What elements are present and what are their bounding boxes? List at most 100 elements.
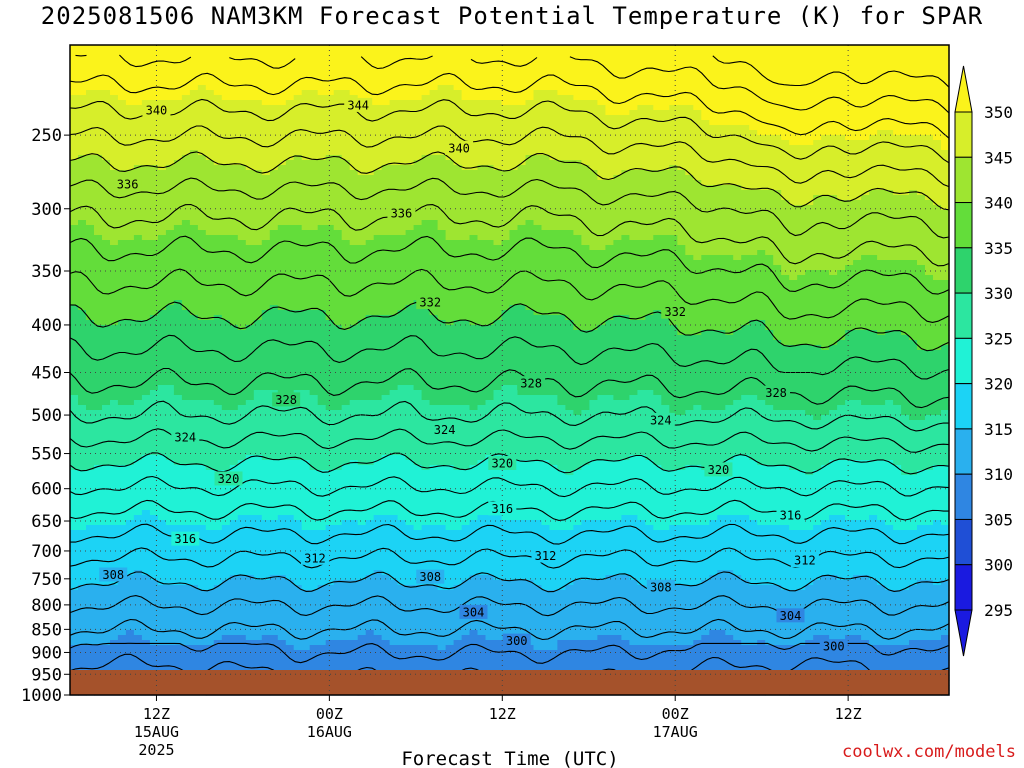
contour-line-314 xyxy=(70,523,950,545)
chart-title: 2025081506 NAM3KM Forecast Potential Tem… xyxy=(40,2,984,30)
y-tick-label: 250 xyxy=(31,126,62,146)
x-tick-label: 16AUG xyxy=(307,723,352,741)
y-tick-label: 350 xyxy=(31,262,62,282)
contour-label: 336 xyxy=(117,177,139,191)
colorbar-swatch xyxy=(954,383,973,430)
x-tick-label: 12Z xyxy=(489,705,516,723)
colorbar-tick-label: 295 xyxy=(984,601,1013,620)
x-tick-label: 12Z xyxy=(143,705,170,723)
colorbar-tick-label: 330 xyxy=(984,284,1013,303)
isentrope-contours xyxy=(69,54,950,691)
colorbar-tick-label: 310 xyxy=(984,465,1013,484)
colorbar-tick-label: 315 xyxy=(984,420,1013,439)
contour-line-330 xyxy=(69,301,950,352)
colorbar-extend-top xyxy=(954,65,973,113)
contour-line-344 xyxy=(69,98,950,164)
contour-line-340 xyxy=(69,151,950,211)
contour-line-322 xyxy=(69,428,950,453)
y-tick-label: 900 xyxy=(31,643,62,663)
contour-line-304 xyxy=(69,642,950,664)
contour-line-332 xyxy=(69,268,950,323)
y-tick-label: 600 xyxy=(31,480,62,500)
colorbar-swatch xyxy=(954,518,973,566)
y-tick-label: 550 xyxy=(31,445,62,465)
contour-line-342 xyxy=(69,125,950,188)
colorbar-tick-label: 305 xyxy=(984,510,1013,529)
contour-label: 304 xyxy=(463,605,485,619)
colorbar-tick-label: 350 xyxy=(984,103,1013,122)
contour-label: 316 xyxy=(780,508,802,522)
colorbar: 350 345 340 335 330 325 320 315 310 305 300 295 xyxy=(954,65,1013,657)
colorbar-swatch xyxy=(954,247,973,294)
contour-label: 332 xyxy=(419,296,441,310)
y-tick-label: 500 xyxy=(31,406,62,426)
colorbar-tick-label: 300 xyxy=(984,556,1013,575)
contour-label: 340 xyxy=(146,104,168,118)
contour-line-348 xyxy=(75,54,950,114)
contour-line-328 xyxy=(69,334,950,380)
colorbar-swatch xyxy=(954,473,973,520)
x-tick-label: 17AUG xyxy=(653,723,698,741)
contour-label: 300 xyxy=(506,634,528,648)
contour-label: 344 xyxy=(347,98,369,112)
contour-label: 328 xyxy=(275,393,297,407)
contour-label: 320 xyxy=(491,456,513,470)
contour-label: 336 xyxy=(391,206,413,220)
y-tick-label: 650 xyxy=(31,512,62,532)
y-tick-label: 850 xyxy=(31,620,62,640)
colorbar-tick-label: 325 xyxy=(984,329,1013,348)
contour-label: 324 xyxy=(434,423,456,437)
colorbar-tick-label: 345 xyxy=(984,148,1013,167)
contour-line-334 xyxy=(69,235,950,295)
contour-label: 308 xyxy=(650,580,672,594)
x-tick-label: 00Z xyxy=(316,705,343,723)
colorbar-extend-bottom xyxy=(954,609,973,657)
x-tick-label: 00Z xyxy=(662,705,689,723)
contour-label: 304 xyxy=(780,609,802,623)
x-tick-label: 2025 xyxy=(138,741,174,759)
colorbar-tick-label: 335 xyxy=(984,239,1013,258)
contour-label: 316 xyxy=(491,502,513,516)
contour-label: 308 xyxy=(102,568,124,582)
contour-label: 328 xyxy=(520,377,542,391)
y-tick-label: 700 xyxy=(31,542,62,562)
y-tick-label: 950 xyxy=(31,665,62,685)
contour-label: 328 xyxy=(765,386,787,400)
contour-line-324 xyxy=(69,400,950,432)
contour-label: 300 xyxy=(823,640,845,654)
contour-label: 332 xyxy=(664,305,686,319)
contour-label: 312 xyxy=(794,554,816,568)
y-tick-label: 400 xyxy=(31,316,62,336)
x-tick-label: 15AUG xyxy=(134,723,179,741)
colorbar-tick-label: 320 xyxy=(984,375,1013,394)
y-tick-label: 1000 xyxy=(21,686,62,706)
contour-labels: 344 340 340 336 336 332 332 328 328 328 324 324 324 3… xyxy=(99,97,848,654)
plot-frame xyxy=(69,44,950,696)
contour-label: 320 xyxy=(708,463,730,477)
x-tick-label: 12Z xyxy=(835,705,862,723)
y-tick-label: 750 xyxy=(31,570,62,590)
colorbar-swatch xyxy=(954,564,973,611)
colorbar-swatch xyxy=(954,202,973,249)
ground-surface xyxy=(70,670,949,695)
contour-line-350 xyxy=(712,55,950,88)
contour-line-310 xyxy=(69,571,950,593)
contour-label: 320 xyxy=(218,472,240,486)
y-tick-label: 800 xyxy=(31,596,62,616)
y-axis: 250 300 350 400 450 500 550 600 650 700 750 800 850 9… xyxy=(21,126,70,706)
site-credit[interactable]: coolwx.com/models xyxy=(842,742,1016,762)
colorbar-swatch xyxy=(954,292,973,339)
contour-label: 316 xyxy=(174,532,196,546)
y-tick-label: 300 xyxy=(31,200,62,220)
contour-label: 312 xyxy=(304,551,326,565)
contour-label: 312 xyxy=(535,549,557,563)
contour-line-336 xyxy=(69,203,950,267)
contour-line-306 xyxy=(69,618,950,641)
colorbar-swatch xyxy=(954,428,973,475)
colorbar-swatch xyxy=(954,156,973,204)
colorbar-swatch xyxy=(954,111,973,158)
contour-label: 324 xyxy=(650,413,672,427)
contour-label: 324 xyxy=(174,431,196,445)
